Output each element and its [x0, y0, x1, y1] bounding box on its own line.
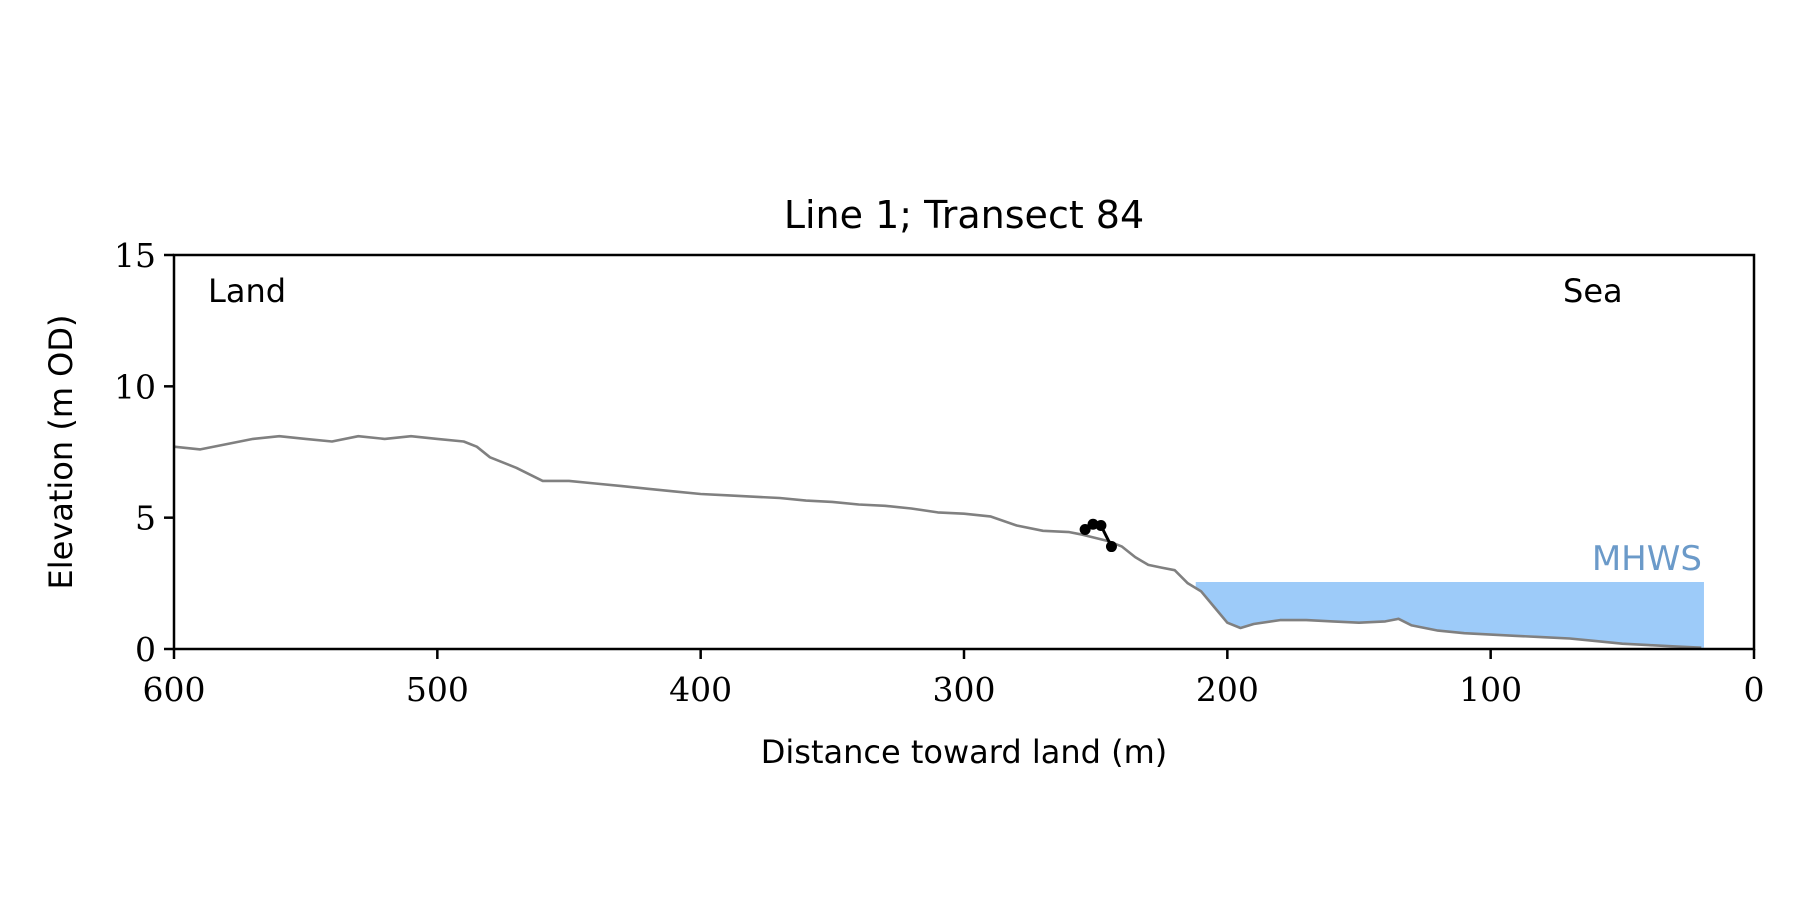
x-tick-label: 0: [1744, 670, 1765, 709]
series-layer: [173, 434, 1702, 649]
feature-point: [1079, 523, 1091, 535]
mhws-water-area: [1195, 582, 1704, 648]
x-tick-label: 300: [933, 670, 996, 709]
feature-point: [1095, 520, 1107, 532]
land-annotation: Land: [208, 272, 286, 310]
chart-title: Line 1; Transect 84: [784, 193, 1144, 237]
mhws-annotation: MHWS: [1592, 539, 1702, 579]
x-axis-label: Distance toward land (m): [761, 733, 1167, 771]
sea-annotation: Sea: [1563, 272, 1623, 310]
tick-layer: 600 500 400 300 200 100 0 0 5 10 15: [114, 236, 1765, 709]
y-tick-label: 0: [135, 630, 156, 669]
x-tick-label: 200: [1196, 670, 1259, 709]
x-tick-label: 400: [669, 670, 732, 709]
profile-line: [173, 434, 1702, 649]
x-tick-label: 500: [406, 670, 469, 709]
mhws-water-layer: [1195, 582, 1704, 648]
x-tick-label: 600: [143, 670, 206, 709]
y-tick-label: 10: [114, 367, 156, 406]
y-tick-label: 5: [135, 499, 156, 538]
y-tick-label: 15: [114, 236, 156, 275]
x-tick-label: 100: [1459, 670, 1522, 709]
y-axis-label: Elevation (m OD): [42, 315, 80, 590]
feature-point: [1105, 541, 1117, 553]
